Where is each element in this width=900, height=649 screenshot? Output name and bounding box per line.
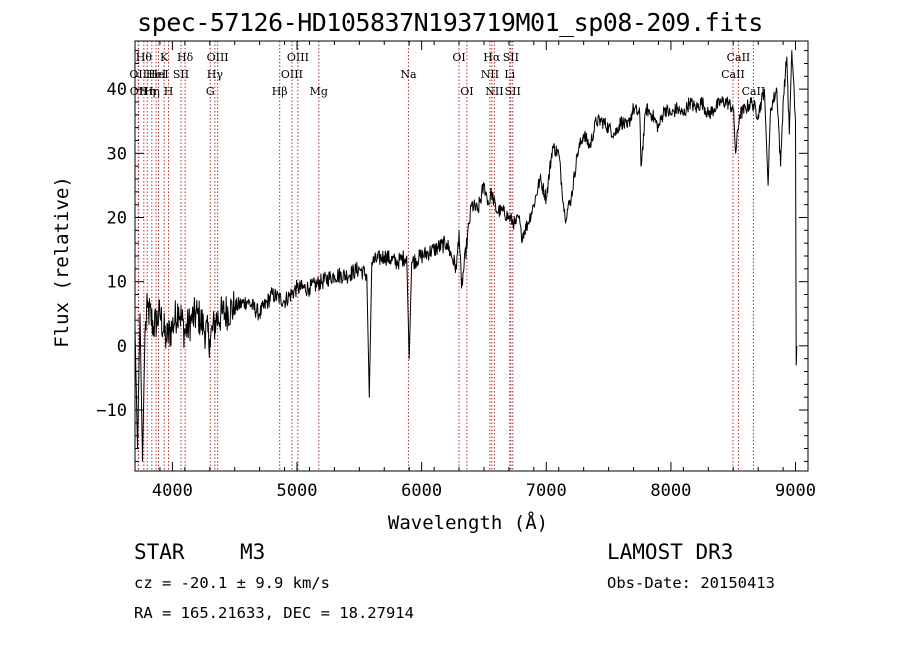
- obs-date: Obs-Date: 20150413: [607, 574, 775, 592]
- line-marker-label-23: NII: [485, 85, 503, 98]
- line-marker-label-11: G: [206, 85, 215, 98]
- line-marker-label-27: CaII: [721, 68, 745, 81]
- x-tick-label-6000: 6000: [401, 481, 442, 501]
- redshift-text: cz = -20.1 ± 9.9 km/s: [134, 574, 330, 592]
- line-markers: [137, 41, 754, 471]
- y-tick-label-20: 20: [107, 208, 127, 228]
- line-marker-label-10: Hδ: [177, 51, 194, 64]
- line-marker-label-12: Hγ: [207, 68, 224, 81]
- y-axis-label: Flux (relative): [51, 176, 73, 348]
- x-tick-label-8000: 8000: [650, 481, 691, 501]
- line-marker-label-3: Hη: [139, 85, 155, 98]
- y-tick-label-10: 10: [107, 273, 127, 293]
- y-tick-label-30: 30: [107, 144, 127, 164]
- series-flux: [134, 50, 798, 462]
- line-marker-label-28: CaII: [727, 51, 751, 64]
- line-marker-label-22: Hα: [483, 51, 501, 64]
- line-marker-label-29: CaII: [742, 85, 766, 98]
- x-tick-label-5000: 5000: [277, 481, 318, 501]
- line-marker-label-8: H: [164, 85, 174, 98]
- line-marker-label-1: OII: [130, 85, 148, 98]
- object-class: STAR: [134, 540, 185, 564]
- line-marker-label-19: OI: [452, 51, 465, 64]
- line-marker-label-4: Hη: [144, 85, 160, 98]
- line-marker-label-16: OIII: [287, 51, 309, 64]
- plot-frame: [134, 40, 809, 472]
- survey-name: LAMOST DR3: [607, 540, 734, 564]
- line-marker-label-15: OIII: [281, 68, 303, 81]
- line-marker-label-6: HeI: [148, 68, 168, 81]
- line-marker-label-9: SII: [173, 68, 189, 81]
- series-layer: [134, 50, 798, 462]
- line-marker-label-7: K: [160, 51, 169, 64]
- line-marker-label-24: Li: [504, 68, 515, 81]
- chart-title: spec-57126-HD105837N193719M01_sp08-209.f…: [137, 8, 763, 37]
- line-marker-label-17: Mg: [310, 85, 328, 98]
- line-marker-label-2: Hθ: [136, 51, 153, 64]
- y-tick-label-40: 40: [107, 80, 127, 100]
- line-marker-label-20: OI: [460, 85, 473, 98]
- y-tick-label-0: 0: [117, 337, 127, 357]
- y-tick-label--10: −10: [96, 401, 127, 421]
- line-marker-label-26: SII: [505, 85, 521, 98]
- x-axis-label: Wavelength (Å): [388, 511, 548, 534]
- line-marker-label-18: Na: [400, 68, 417, 81]
- coordinates: RA = 165.21633, DEC = 18.27914: [134, 604, 414, 622]
- object-subclass: M3: [240, 540, 266, 564]
- line-marker-labels: OIIOIIHθHηHηHeIHeIKHSIIHδGHγOIIIHβOIIIOI…: [129, 51, 765, 98]
- axis-ticks: [134, 41, 809, 471]
- x-tick-label-4000: 4000: [152, 481, 193, 501]
- axis-tick-labels: 4000 5000 6000 7000 8000 9000 −10 0 10 20 30 40: [96, 80, 816, 501]
- line-marker-label-25: SII: [503, 51, 519, 64]
- x-tick-label-7000: 7000: [526, 481, 567, 501]
- line-marker-label-0: OII: [129, 68, 147, 81]
- x-tick-label-9000: 9000: [775, 481, 816, 501]
- line-marker-label-5: HeI: [146, 68, 166, 81]
- line-marker-label-21: NII: [481, 68, 499, 81]
- line-marker-label-13: OIII: [207, 51, 229, 64]
- line-marker-label-14: Hβ: [272, 85, 288, 98]
